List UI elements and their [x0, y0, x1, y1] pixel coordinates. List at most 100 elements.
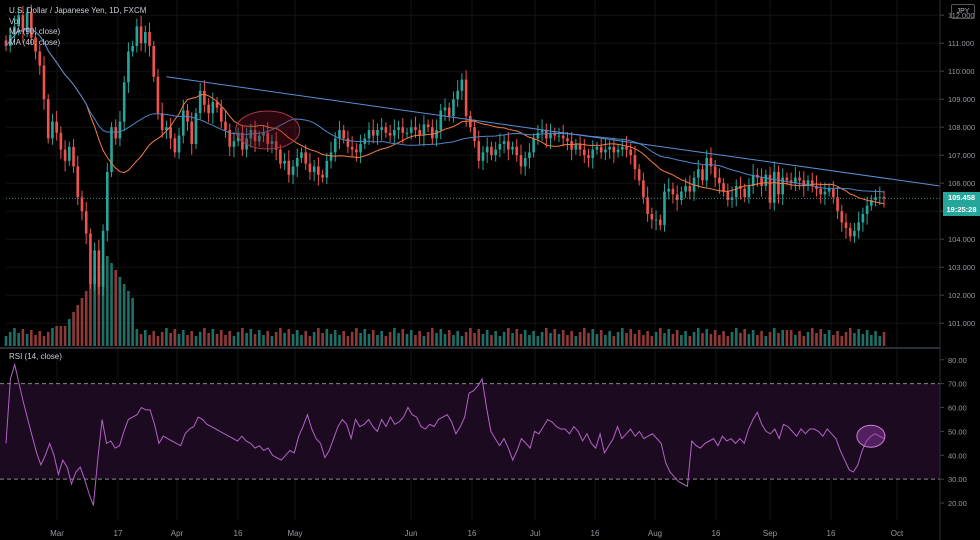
candle-body: [570, 141, 573, 150]
volume-bar: [688, 336, 692, 346]
volume-bar: [76, 305, 80, 346]
volume-bar: [650, 336, 654, 346]
volume-bar: [152, 331, 156, 346]
candle-body: [574, 144, 578, 150]
volume-bar: [308, 336, 312, 346]
candle-body: [431, 127, 434, 139]
annotation-ellipse-rsi[interactable]: [856, 424, 886, 448]
volume-bar: [283, 333, 286, 346]
volume-bar: [772, 328, 776, 346]
candle-body: [397, 127, 400, 130]
volume-bar: [165, 328, 168, 346]
candle-body: [338, 130, 341, 139]
candle-body: [426, 124, 430, 128]
candle-body: [566, 138, 569, 142]
volume-bar: [181, 330, 185, 346]
volume-bar: [245, 333, 248, 346]
volume-bar: [452, 335, 455, 346]
volume-bar: [384, 336, 388, 346]
currency-badge[interactable]: JPY: [951, 4, 975, 19]
volume-bar: [481, 334, 485, 346]
rsi-line: [5, 362, 885, 506]
candlesticks: [4, 4, 886, 297]
candle-body: [143, 32, 147, 44]
candle-body: [101, 230, 105, 287]
volume-bar: [515, 329, 519, 346]
last-price-tag: 105.458: [943, 192, 980, 205]
ma-40-line: [5, 27, 885, 205]
candle-body: [4, 40, 8, 46]
time-tick-label: 16: [591, 529, 600, 538]
candle-body: [646, 197, 649, 214]
candle-body: [722, 183, 725, 192]
candle-body: [709, 158, 713, 167]
volume-bar: [287, 329, 291, 346]
volume-bar: [21, 329, 25, 346]
candle-body: [203, 90, 206, 105]
volume-bar: [591, 329, 595, 346]
time-tick-label: 16: [712, 529, 721, 538]
candle-body: [21, 15, 25, 32]
candle-body: [388, 132, 392, 136]
candle-body: [528, 152, 531, 158]
candle-body: [304, 152, 308, 164]
candle-body: [68, 146, 71, 161]
volume-bar: [409, 330, 413, 346]
volume-bar: [63, 326, 67, 346]
candle-body: [266, 132, 270, 144]
volume-bar: [861, 334, 865, 346]
volume-bar: [401, 329, 405, 346]
volume-bar: [13, 328, 16, 346]
candle-body: [152, 46, 156, 77]
volume-bar: [667, 329, 671, 346]
volume-bar: [279, 328, 282, 346]
volume-bar: [794, 335, 797, 346]
candle-body: [435, 130, 438, 139]
candle-body: [764, 174, 768, 186]
candle-body: [447, 107, 451, 116]
candle-body: [557, 135, 561, 137]
legend-ma-90: MA (90, close): [9, 27, 61, 36]
candle-body: [696, 169, 700, 178]
time-tick-label: 16: [468, 529, 477, 538]
volume-bar: [228, 331, 232, 346]
volume-bar: [367, 334, 371, 346]
volume-bar: [439, 329, 443, 346]
candle-body: [865, 205, 869, 214]
volume-bar: [865, 330, 869, 346]
candle-body: [532, 138, 535, 153]
annotation-ellipse-price[interactable]: [235, 110, 301, 150]
candle-body: [30, 12, 33, 38]
candle-body: [422, 124, 426, 136]
candle-body: [515, 146, 519, 156]
volume-bar: [118, 277, 122, 346]
volume-bar: [342, 331, 346, 346]
candle-body: [490, 146, 493, 156]
price-tick-label: 102.000: [948, 291, 975, 300]
candle-body: [625, 146, 628, 150]
candle-body: [481, 152, 485, 161]
candle-body: [224, 121, 227, 130]
candle-body: [156, 76, 160, 114]
candle-body: [219, 107, 223, 122]
volume-bar: [705, 329, 709, 346]
candle-body: [608, 146, 611, 150]
volume-bar: [122, 284, 126, 346]
trendline[interactable]: [166, 76, 941, 187]
time-tick-label: 17: [114, 529, 123, 538]
legend-vol: Vol: [9, 16, 21, 26]
volume-bar: [224, 335, 227, 346]
volume-bar: [143, 330, 147, 346]
volume-bar: [34, 335, 37, 346]
volume-bar: [156, 336, 160, 346]
candle-body: [405, 132, 409, 134]
candle-body: [658, 219, 662, 226]
candle-body: [165, 127, 168, 130]
volume-bar: [870, 335, 873, 346]
candle-body: [89, 233, 92, 284]
volume-bars: [4, 256, 886, 346]
time-tick-label: May: [287, 529, 302, 538]
candle-body: [882, 197, 886, 199]
volume-bar: [270, 336, 274, 346]
